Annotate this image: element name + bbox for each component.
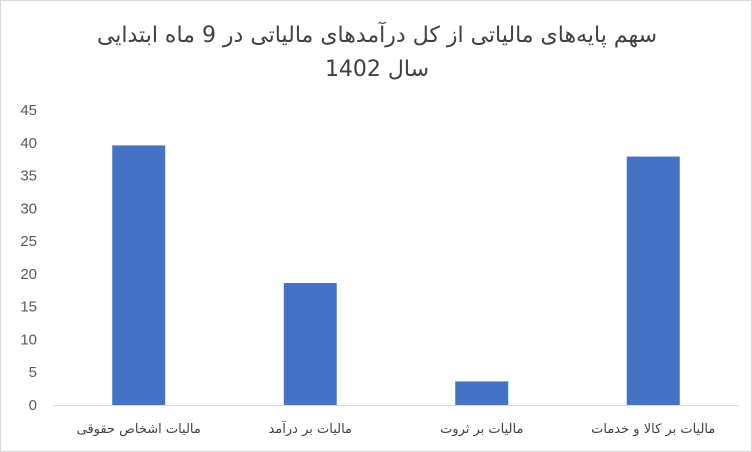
bar [283, 283, 337, 405]
y-tick-label: 10 [20, 331, 37, 348]
x-category-label: مالیات بر درآمد [268, 420, 352, 437]
x-category-label: مالیات اشخاص حقوقی [77, 422, 201, 437]
y-tick-label: 25 [20, 233, 37, 250]
x-category-label: مالیات بر کالا و خدمات [591, 422, 715, 437]
y-tick-label: 35 [20, 168, 37, 185]
y-tick-label: 0 [29, 397, 37, 414]
x-axis-labels: مالیات اشخاص حقوقی مالیات بر درآمد مالیات … [77, 420, 716, 437]
y-tick-label: 5 [29, 364, 37, 381]
y-tick-label: 45 [20, 102, 37, 119]
y-tick-label: 15 [20, 299, 37, 316]
chart-title-line-2: سال 1402 [324, 57, 430, 82]
bar [455, 381, 509, 405]
bar [112, 145, 166, 405]
chart-title-line-1: سهم پایه‌های مالیاتی از کل درآمدهای مالی… [96, 23, 658, 48]
x-category-label: مالیات بر ثروت [440, 422, 523, 437]
bars [112, 145, 680, 405]
y-axis-ticks: 0 5 10 15 20 25 30 35 40 45 [20, 102, 37, 414]
y-tick-label: 20 [20, 266, 37, 283]
chart-title: سهم پایه‌های مالیاتی از کل درآمدهای مالی… [1, 19, 752, 87]
y-tick-label: 30 [20, 200, 37, 217]
bar [626, 156, 680, 405]
y-tick-label: 40 [20, 135, 37, 152]
